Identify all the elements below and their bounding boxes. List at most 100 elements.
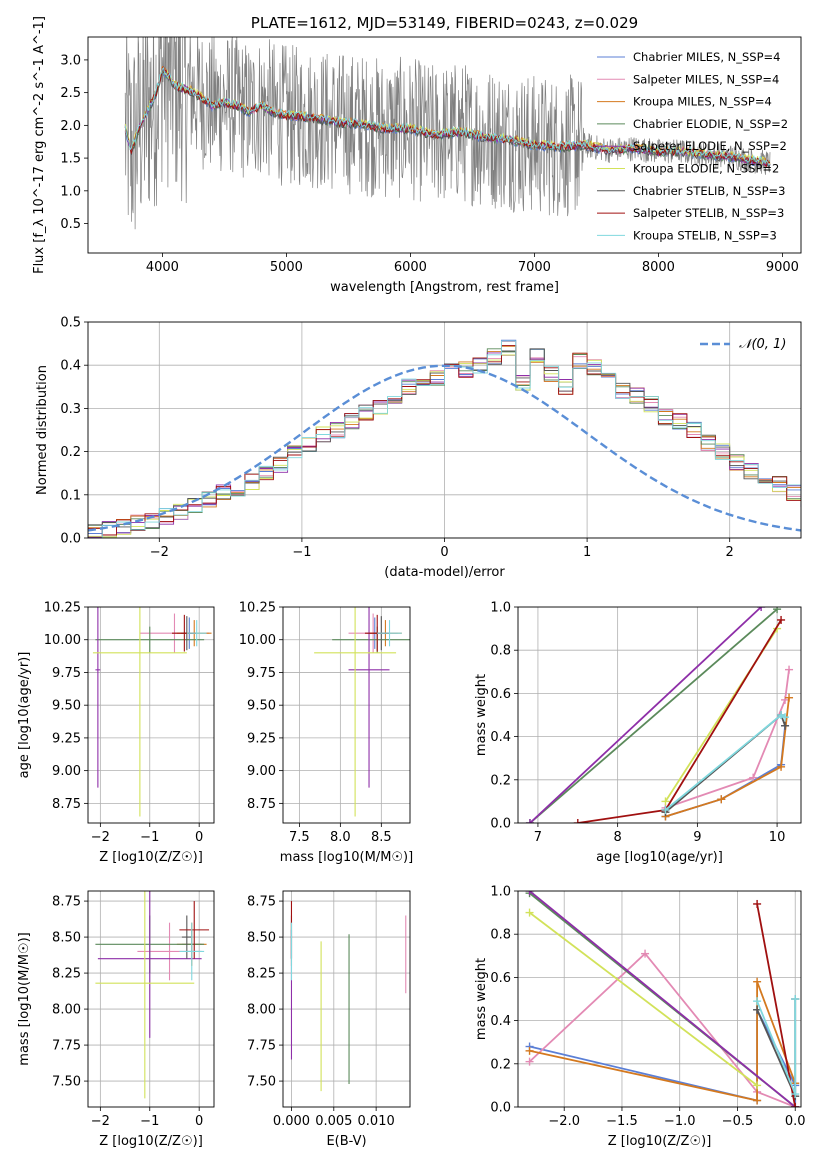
x-tick-label: 9 (693, 830, 701, 845)
weight-point (785, 665, 794, 674)
weight-point (791, 1103, 800, 1107)
x-axis-label: Z [log10(Z/Z☉)] (99, 850, 203, 865)
x-tick-label: 6000 (394, 260, 427, 275)
x-axis-label: age [log10(age/yr)] (596, 850, 723, 865)
x-tick-label: −2 (150, 545, 169, 560)
y-tick-label: 8.75 (52, 895, 81, 910)
age-vs-mass-plot-area (283, 607, 410, 823)
y-tick-label: 9.25 (247, 731, 276, 746)
x-axis-label: E(B-V) (326, 1134, 366, 1149)
y-tick-label: 1.5 (60, 152, 81, 167)
legend-entry: Chabrier ELODIE, N_SSP=2 (633, 117, 788, 131)
histogram-salpeter-stelib (88, 344, 801, 538)
y-tick-label: 8.75 (247, 797, 276, 812)
age-vs-Z-frame (87, 606, 215, 824)
weight-point (753, 977, 762, 986)
age-vs-Z-plot-area (88, 607, 214, 823)
legend-entry: Kroupa STELIB, N_SSP=3 (633, 228, 777, 242)
y-tick-label: 0.4 (490, 1014, 511, 1029)
y-tick-label: 9.50 (247, 699, 276, 714)
error-cross-salpeter-elodie (95, 607, 101, 788)
y-tick-label: 8.75 (247, 895, 276, 910)
weight-series-kroupa-elodie (661, 624, 782, 806)
y-tick-label: 0.2 (490, 773, 511, 788)
y-axis-label: Flux [f_λ 10^-17 erg cm^-2 s^-1 A^-1] (32, 16, 47, 274)
y-tick-label: 9.00 (52, 764, 81, 779)
error-cross-chabrier-stelib (181, 915, 192, 959)
residuals-plot-area (88, 322, 801, 538)
weight-point (525, 908, 534, 917)
legend-entry: Salpeter ELODIE, N_SSP=2 (633, 139, 787, 153)
x-axis-label: (data-model)/error (384, 565, 505, 580)
y-tick-label: 7.75 (247, 1039, 276, 1054)
histogram-salpeter-elodie (88, 352, 801, 538)
spectrum-plot-area (124, 37, 771, 230)
x-tick-label: 4000 (146, 260, 179, 275)
weight-point (781, 713, 790, 722)
x-tick-label: −1.0 (664, 1114, 696, 1129)
x-tick-label: −2 (91, 1114, 110, 1129)
y-tick-label: 9.00 (247, 764, 276, 779)
y-axis-label: age [log10(age/yr)] (17, 652, 32, 779)
weight-series-kroupa-elodie (525, 908, 762, 1090)
weight-point (753, 1096, 762, 1105)
error-cross-kroupa-elodie (92, 607, 187, 817)
weight-series-salpeter-miles (525, 949, 800, 1107)
weight-point (777, 762, 786, 771)
y-tick-label: 10.25 (44, 601, 81, 616)
y-axis-label: Normed distribution (35, 365, 50, 495)
error-cross-salpeter-elodie (97, 891, 202, 1038)
y-tick-label: 10.00 (239, 633, 276, 648)
x-axis-label: mass [log10(M/M☉)] (280, 850, 413, 865)
y-tick-label: 1.0 (490, 601, 511, 616)
y-tick-label: 9.75 (247, 666, 276, 681)
y-tick-label: 7.75 (52, 1039, 81, 1054)
weight-point (791, 1090, 800, 1099)
error-cross-chabrier-elodie (95, 626, 205, 653)
error-cross-kroupa-elodie (95, 891, 195, 1099)
age-vs-Z-chart: −2 −1 0 8.75 9.00 9.25 9.50 9.75 10.00 10.25 Z [lo… (17, 601, 215, 865)
legend-entry: Salpeter STELIB, N_SSP=3 (633, 206, 784, 220)
x-tick-label: 8.5 (371, 830, 392, 845)
y-tick-label: 2.5 (60, 86, 81, 101)
histogram-chabrier-stelib (88, 348, 801, 538)
weight-vs-Z-frame (517, 890, 802, 1108)
observed-spectrum-line (124, 37, 771, 230)
mass-vs-ebv-frame (282, 890, 411, 1108)
y-tick-label: 0.4 (60, 359, 81, 374)
weight-point (525, 1057, 534, 1066)
weight-point (525, 819, 534, 823)
x-tick-label: 0.005 (315, 1114, 352, 1129)
x-tick-label: −2 (91, 830, 110, 845)
weight-point (749, 773, 758, 782)
weight-point (781, 721, 790, 730)
x-axis-label: Z [log10(Z/Z☉)] (99, 1134, 203, 1149)
weight-vs-Z-chart: −2.0 −1.5 −1.0 −0.5 0.0 0.0 0.2 0.4 0.6 0.8 1.0 Z [… (474, 885, 806, 1150)
x-tick-label: 5000 (270, 260, 303, 275)
y-axis-label: mass weight (474, 958, 489, 1040)
weight-series-kroupa-miles (661, 693, 794, 821)
error-cross-kroupa-stelib (186, 620, 207, 647)
age-vs-mass-chart: 7.5 8.0 8.5 8.75 9.00 9.25 9.50 9.75 10.00 10.25 m… (239, 601, 413, 866)
legend-entry: Kroupa MILES, N_SSP=4 (633, 95, 772, 109)
legend-entry: Chabrier STELIB, N_SSP=3 (633, 184, 785, 198)
mass-vs-Z-frame (87, 890, 215, 1108)
weight-vs-age-plot-area (518, 607, 801, 823)
y-tick-label: 10.25 (239, 601, 276, 616)
chart-title: PLATE=1612, MJD=53149, FIBERID=0243, z=0… (251, 14, 638, 32)
weight-series-salpeter-stelib (573, 615, 786, 823)
y-tick-label: 0.6 (490, 687, 511, 702)
x-tick-label: −0.5 (722, 1114, 754, 1129)
y-tick-label: 0.0 (490, 817, 511, 832)
y-tick-label: 8.50 (247, 931, 276, 946)
y-tick-label: 9.50 (52, 699, 81, 714)
x-axis-label: Z [log10(Z/Z☉)] (608, 1134, 712, 1149)
weight-series-salpeter-miles (661, 665, 794, 812)
y-tick-label: 8.25 (52, 967, 81, 982)
y-tick-label: 7.50 (247, 1075, 276, 1090)
y-tick-label: 9.75 (52, 666, 81, 681)
weight-series-chabrier-elodie (525, 607, 782, 823)
x-tick-label: −1.5 (606, 1114, 638, 1129)
residuals-frame (87, 321, 802, 539)
